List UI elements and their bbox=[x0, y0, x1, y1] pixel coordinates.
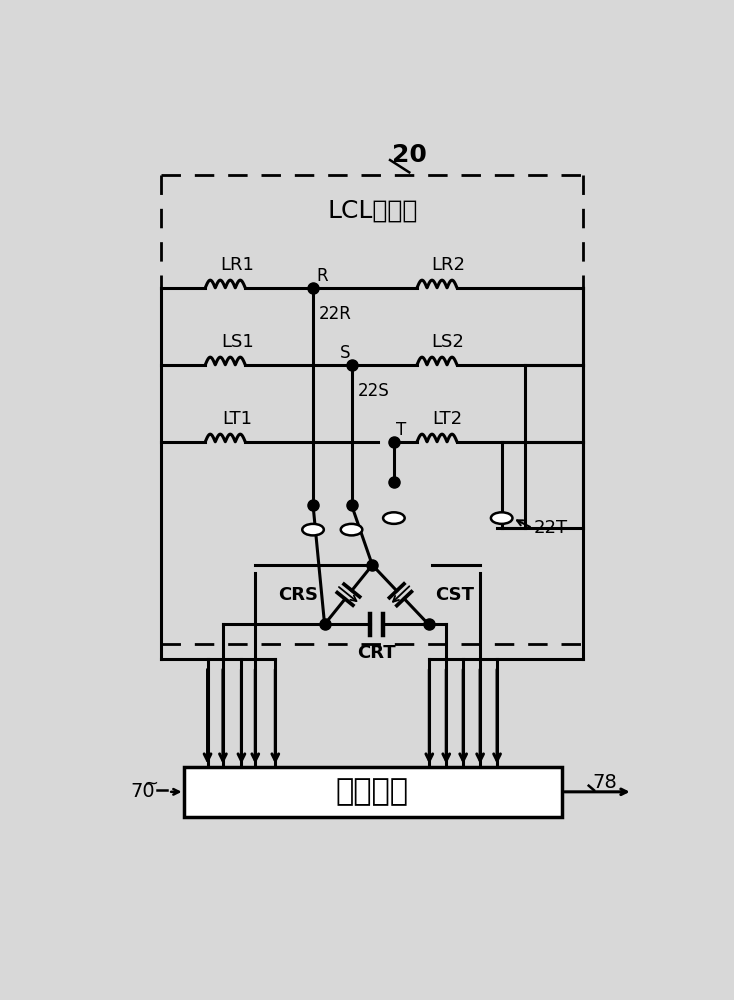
Text: CRT: CRT bbox=[357, 644, 396, 662]
Text: LS1: LS1 bbox=[221, 333, 254, 351]
Text: 劣化检测: 劣化检测 bbox=[336, 777, 409, 806]
Text: 22T: 22T bbox=[534, 519, 568, 537]
Text: ~: ~ bbox=[143, 775, 158, 793]
Text: T: T bbox=[396, 421, 407, 439]
Text: R: R bbox=[316, 267, 328, 285]
Ellipse shape bbox=[302, 524, 324, 535]
Text: LCL滤波器: LCL滤波器 bbox=[327, 199, 418, 223]
Bar bbox=[184, 767, 562, 817]
Text: S: S bbox=[340, 344, 350, 362]
Text: LR1: LR1 bbox=[221, 256, 255, 274]
Ellipse shape bbox=[383, 512, 404, 524]
Text: LT2: LT2 bbox=[433, 410, 463, 428]
Text: 20: 20 bbox=[393, 143, 427, 167]
Text: CST: CST bbox=[435, 586, 473, 604]
Text: LT1: LT1 bbox=[222, 410, 252, 428]
Text: LR2: LR2 bbox=[431, 256, 465, 274]
Text: 22S: 22S bbox=[357, 382, 390, 400]
Text: 78: 78 bbox=[592, 773, 617, 792]
Ellipse shape bbox=[341, 524, 363, 535]
Text: LS2: LS2 bbox=[432, 333, 464, 351]
Text: 22R: 22R bbox=[319, 305, 352, 323]
Text: 70: 70 bbox=[131, 782, 155, 801]
Text: CRS: CRS bbox=[278, 586, 319, 604]
Ellipse shape bbox=[491, 512, 512, 524]
